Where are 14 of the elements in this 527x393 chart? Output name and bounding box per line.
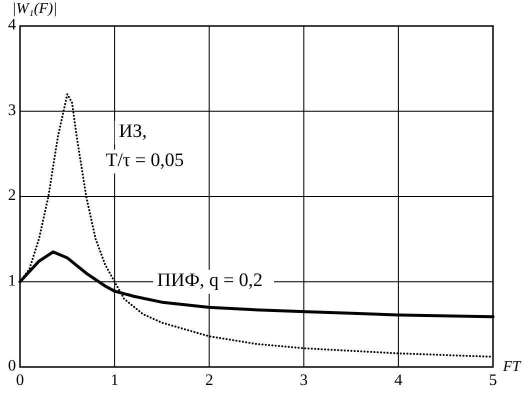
x-tick-label: 4 — [394, 372, 402, 389]
x-tick-label: 2 — [205, 372, 214, 389]
y-tick-label: 1 — [8, 272, 16, 290]
x-tick-label: 3 — [300, 372, 308, 389]
y-tick-label: 3 — [8, 102, 16, 119]
x-tick-label: 1 — [110, 372, 119, 389]
x-tick-label: 5 — [489, 372, 497, 389]
y-tick-label: 2 — [8, 187, 16, 204]
series-label: ИЗ, T/τ = 0,05 — [106, 120, 184, 171]
series-label: ПИФ, q = 0,2 — [157, 270, 263, 292]
y-axis-title: |W₁(F)| — [12, 1, 58, 17]
x-axis-title: FT — [502, 359, 522, 375]
y-tick-label: 4 — [8, 16, 16, 34]
y-tick-label: 0 — [8, 358, 16, 375]
